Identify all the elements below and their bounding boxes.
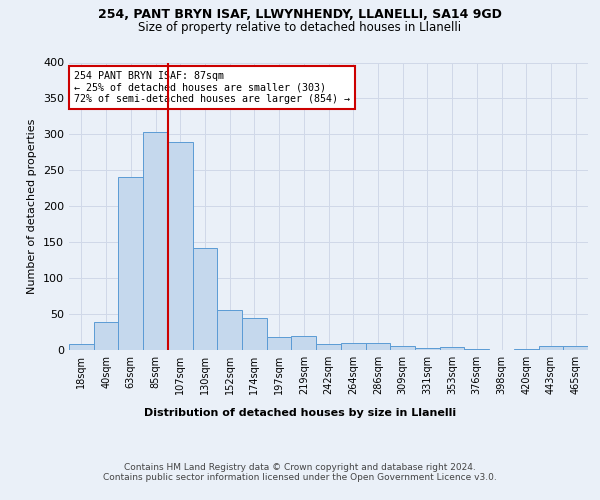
Text: Contains HM Land Registry data © Crown copyright and database right 2024.
Contai: Contains HM Land Registry data © Crown c… — [103, 462, 497, 482]
Bar — [217, 310, 242, 350]
Text: Distribution of detached houses by size in Llanelli: Distribution of detached houses by size … — [144, 408, 456, 418]
Bar — [390, 346, 415, 350]
Y-axis label: Number of detached properties: Number of detached properties — [28, 118, 37, 294]
Bar — [242, 318, 267, 350]
Bar — [341, 343, 365, 350]
Bar — [292, 336, 316, 350]
Bar — [464, 348, 489, 350]
Bar — [193, 248, 217, 350]
Bar — [415, 348, 440, 350]
Bar — [69, 344, 94, 350]
Bar — [168, 142, 193, 350]
Bar — [563, 346, 588, 350]
Bar — [365, 343, 390, 350]
Bar — [539, 346, 563, 350]
Bar — [267, 337, 292, 350]
Bar — [316, 344, 341, 350]
Bar — [440, 347, 464, 350]
Bar — [118, 177, 143, 350]
Bar — [143, 132, 168, 350]
Bar — [94, 322, 118, 350]
Text: 254 PANT BRYN ISAF: 87sqm
← 25% of detached houses are smaller (303)
72% of semi: 254 PANT BRYN ISAF: 87sqm ← 25% of detac… — [74, 71, 350, 104]
Text: 254, PANT BRYN ISAF, LLWYNHENDY, LLANELLI, SA14 9GD: 254, PANT BRYN ISAF, LLWYNHENDY, LLANELL… — [98, 8, 502, 20]
Text: Size of property relative to detached houses in Llanelli: Size of property relative to detached ho… — [139, 21, 461, 34]
Bar — [514, 348, 539, 350]
